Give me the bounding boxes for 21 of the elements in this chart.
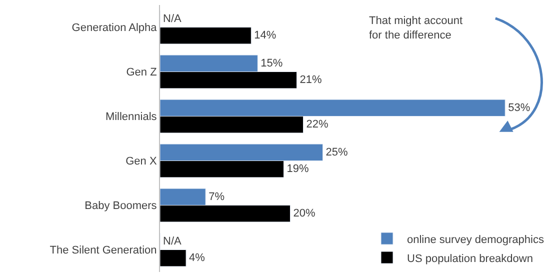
data-label: 21%	[300, 74, 322, 86]
y-tick-label: Millennials	[105, 111, 158, 124]
legend-label: online survey demographics	[407, 234, 544, 246]
data-label: 15%	[260, 57, 283, 70]
data-label: 53%	[508, 102, 530, 114]
data-label: 20%	[293, 208, 316, 220]
data-label: 22%	[306, 118, 328, 131]
y-tick-label: Generation Alpha	[72, 22, 158, 34]
y-tick-label: Gen X	[126, 156, 158, 168]
annotation: That might account for the difference	[369, 15, 463, 42]
data-label: 7%	[208, 190, 225, 203]
text: N/A	[163, 12, 182, 25]
data-label: 4%	[189, 252, 206, 264]
y-tick-label: The Silent Generation	[50, 244, 157, 257]
text: N/A	[163, 235, 182, 248]
y-tick-label: Baby Boomers	[84, 200, 158, 212]
data-label: 25%	[326, 146, 348, 158]
legend-label: US population breakdown	[407, 252, 533, 265]
data-label: 14%	[254, 30, 276, 42]
y-tick-label: Gen Z	[126, 66, 158, 79]
data-label: 19%	[286, 163, 309, 176]
